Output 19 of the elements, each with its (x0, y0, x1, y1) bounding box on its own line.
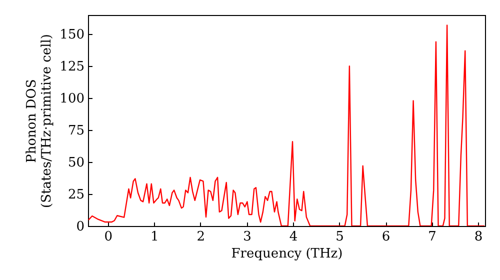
line-series (88, 24, 485, 226)
x-tick-label: 0 (104, 230, 113, 244)
x-tick-label: 6 (382, 230, 390, 244)
x-tick-label: 4 (289, 230, 298, 244)
x-tick-label: 5 (336, 230, 344, 244)
x-tick-label: 7 (428, 230, 436, 244)
x-axis-title: Frequency (THz) (231, 246, 343, 262)
x-tick-label: 2 (196, 230, 206, 244)
y-tick-label: 50 (68, 156, 84, 171)
y-tick-label: 25 (68, 188, 84, 203)
x-tick-label: 1 (150, 230, 159, 244)
y-tick-label: 0 (76, 220, 84, 234)
y-tick-label: 125 (60, 60, 84, 75)
y-tick-label: 100 (60, 92, 84, 107)
y-tick-label: 75 (68, 124, 84, 139)
x-tick-label: 8 (474, 230, 483, 244)
x-tick-label: 3 (243, 230, 252, 244)
y-tick-label: 150 (60, 28, 84, 43)
y-axis-title: Phonon DOS (States/THz·primitive cell) (24, 34, 55, 208)
